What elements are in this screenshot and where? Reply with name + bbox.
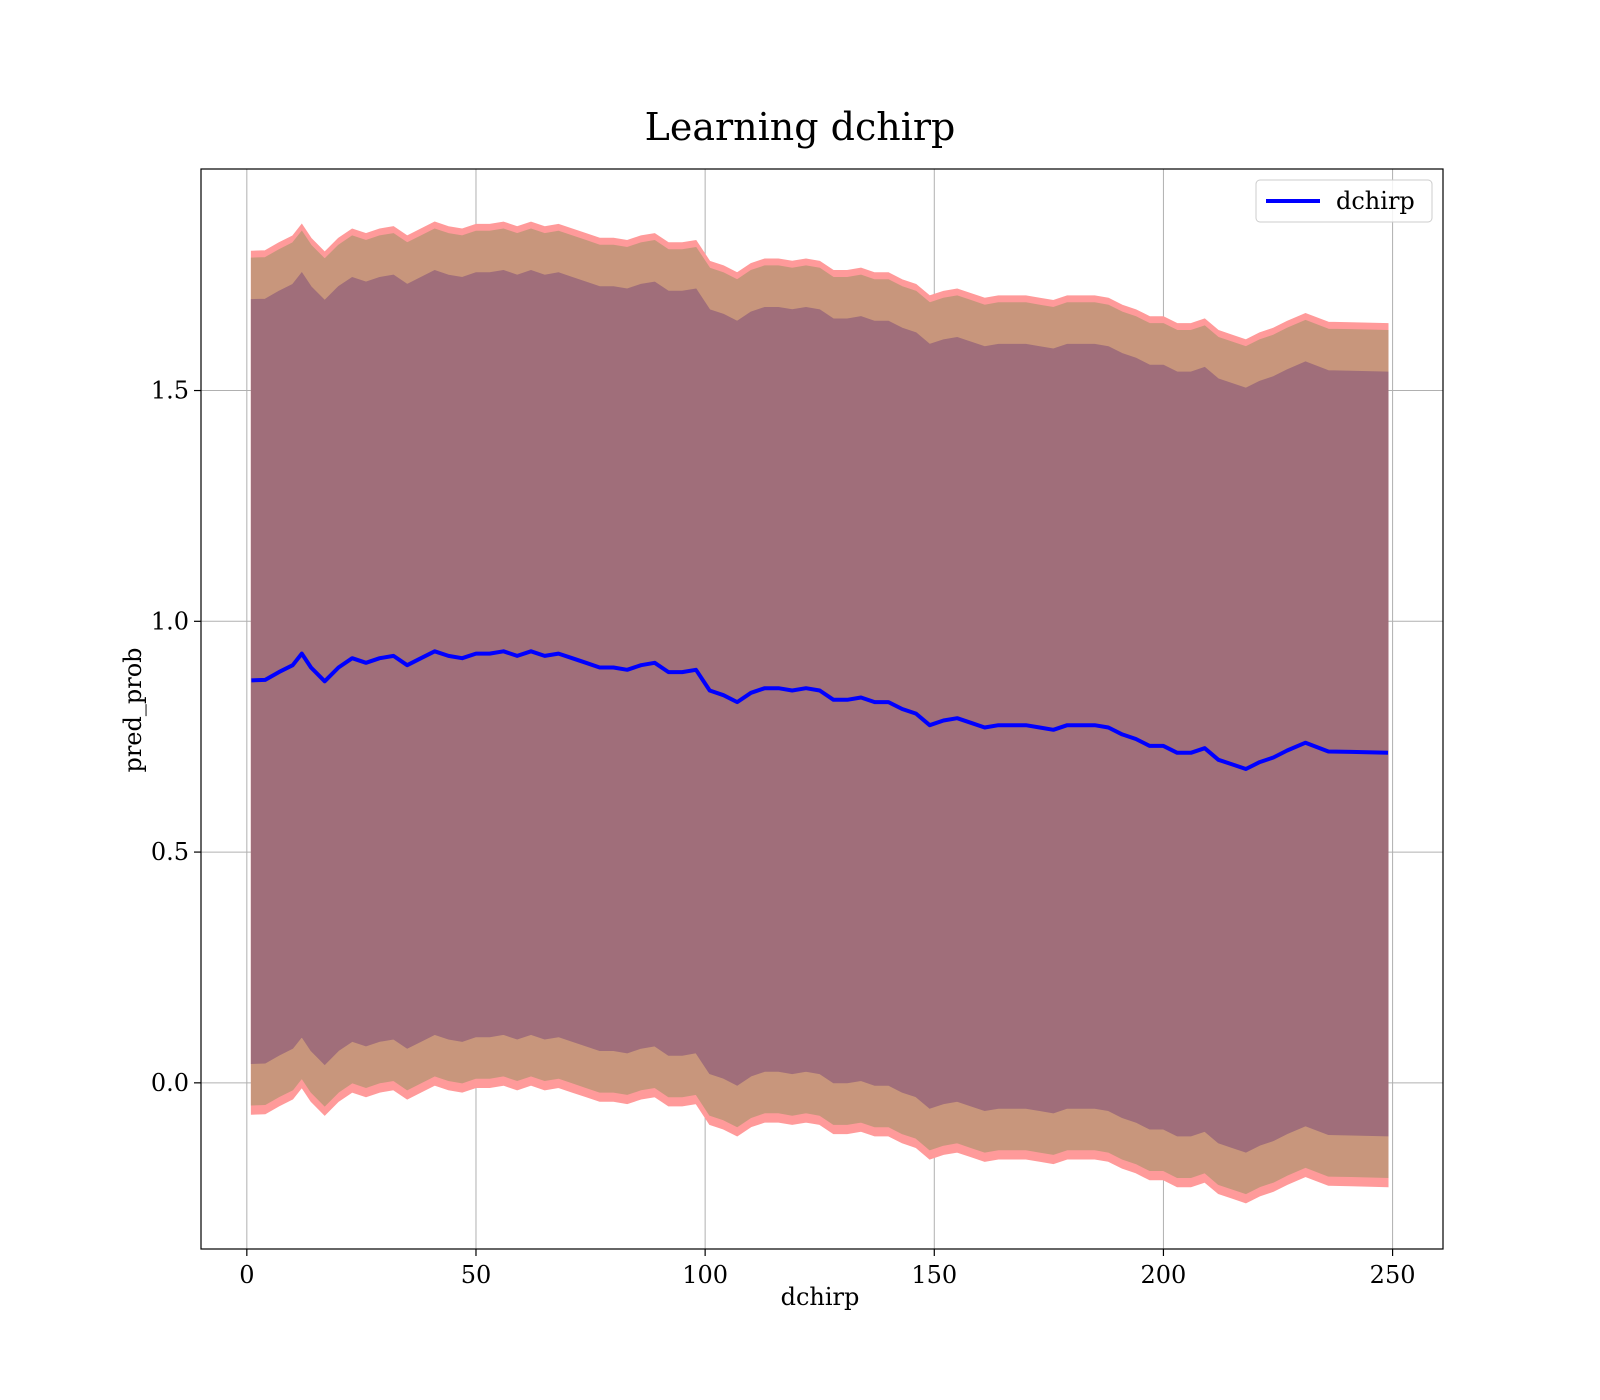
- y-tick-label: 0.0: [151, 1069, 189, 1097]
- x-tick-label: 50: [461, 1261, 492, 1289]
- band-inner: [250, 269, 1389, 1153]
- x-tick-label: 250: [1370, 1261, 1416, 1289]
- y-tick-label: 1.5: [151, 377, 189, 405]
- plot-frame: [200, 168, 1444, 1250]
- chart-title: Learning dchirp: [645, 105, 956, 149]
- y-axis-label: pred_prob: [119, 647, 147, 772]
- x-tick-label: 150: [911, 1261, 957, 1289]
- x-axis-label: dchirp: [781, 1283, 860, 1311]
- y-tick-label: 0.5: [151, 838, 189, 866]
- y-axis-ticks: 0.0 0.5 1.0 1.5: [151, 377, 201, 1097]
- y-tick-label: 1.0: [151, 607, 189, 635]
- series-line-dchirp: [251, 649, 1389, 771]
- confidence-bands: [250, 221, 1389, 1204]
- legend: dchirp: [1255, 179, 1433, 223]
- x-tick-label: 0: [239, 1261, 254, 1289]
- x-tick-label: 100: [682, 1261, 728, 1289]
- series-lines: [251, 649, 1389, 771]
- x-tick-label: 200: [1141, 1261, 1187, 1289]
- legend-label-dchirp: dchirp: [1336, 187, 1415, 215]
- x-axis-ticks: 0 50 100 150 200 250: [239, 1249, 1415, 1289]
- legend-box: [1255, 179, 1433, 223]
